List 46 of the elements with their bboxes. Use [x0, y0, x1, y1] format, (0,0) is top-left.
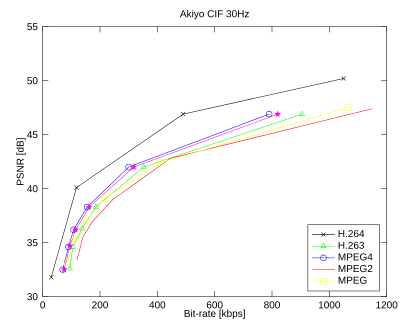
x-tick-label: 800 — [264, 301, 280, 308]
legend-label: H.263 — [338, 242, 364, 249]
point — [140, 164, 146, 169]
y-tick-label: 40 — [27, 185, 38, 192]
legend-label: MPEG — [338, 276, 367, 284]
y-axis-title: PSNR [dB] — [16, 138, 26, 186]
point — [344, 104, 352, 111]
x-tick-label: 1200 — [376, 301, 398, 308]
point — [101, 195, 108, 202]
point — [125, 164, 132, 170]
y-tick-label: 45 — [27, 131, 38, 138]
x-tick-label: 0 — [40, 301, 46, 308]
point — [86, 204, 92, 210]
point — [274, 110, 281, 117]
y-tick-label: 55 — [27, 23, 38, 30]
point — [72, 226, 79, 232]
x-axis-title: Bit-rate [kbps] — [184, 310, 245, 319]
point — [79, 225, 86, 230]
chart-title: Akiyo CIF 30Hz — [180, 10, 249, 20]
point — [130, 164, 137, 170]
point — [156, 160, 164, 166]
point — [70, 244, 76, 249]
legend-label: MPEG4 — [338, 253, 373, 260]
point — [266, 110, 272, 118]
y-tick-label: 50 — [27, 77, 38, 84]
point — [70, 226, 77, 233]
line-series — [76, 108, 373, 260]
point — [72, 236, 79, 243]
point — [64, 258, 70, 266]
point — [299, 110, 305, 116]
x-tick-label: 600 — [206, 301, 223, 308]
point — [341, 76, 346, 81]
legend-label: MPEG2 — [338, 265, 372, 272]
y-tick-label: 35 — [27, 239, 38, 246]
point — [67, 265, 73, 270]
point — [83, 218, 90, 224]
y-tick-label: 30 — [27, 293, 38, 300]
point — [74, 185, 79, 190]
point — [180, 112, 186, 116]
x-tick-label: 1000 — [318, 301, 340, 308]
point — [92, 204, 99, 209]
point — [48, 274, 54, 280]
point — [84, 204, 90, 210]
x-tick-label: 400 — [149, 301, 166, 308]
x-tick-label: 200 — [92, 301, 108, 308]
legend-label: H.264 — [338, 230, 364, 238]
